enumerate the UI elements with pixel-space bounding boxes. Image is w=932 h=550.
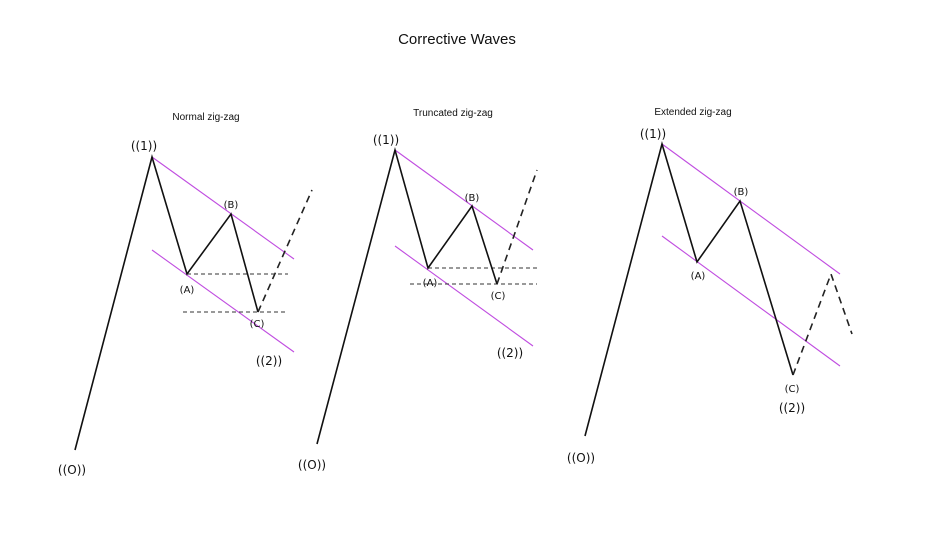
wave-2-label: ((2)) [779,401,805,415]
wave-c-label: (C) [491,291,506,302]
wave-b-label: (B) [465,193,480,204]
panel-normal-zigzag: Normal zig-zag ((O)) ((1)) (A) (B) (C) (… [58,112,313,477]
wave-path [584,141,794,437]
wave-1-label: ((1)) [373,133,399,147]
panel-extended-zigzag: Extended zig-zag ((O)) ((1)) (A) (B) (C)… [567,107,853,465]
wave-c-label: (C) [785,384,800,395]
wave-a-label: (A) [180,285,195,296]
wave-0-label: ((O)) [298,458,326,472]
upper-channel-line [661,143,841,275]
lower-channel-line [661,235,841,367]
projected-wave-path [257,189,313,313]
wave-a-label: (A) [691,271,706,282]
wave-path [74,154,259,451]
wave-2-label: ((2)) [497,346,523,360]
wave-path [316,146,498,445]
panel-subtitle: Extended zig-zag [654,107,731,118]
upper-channel-line [151,156,295,260]
wave-1-label: ((1)) [640,127,666,141]
wave-c-label: (C) [250,319,265,330]
wave-b-label: (B) [224,200,239,211]
diagram-title: Corrective Waves [398,31,516,48]
wave-0-label: ((O)) [567,451,595,465]
upper-channel-line [394,149,534,251]
wave-a-label: (A) [423,278,438,289]
wave-0-label: ((O)) [58,463,86,477]
panel-subtitle: Normal zig-zag [172,112,239,123]
wave-b-label: (B) [734,187,749,198]
lower-channel-line [394,245,534,347]
projected-wave-path [496,169,538,285]
projected-wave-path [792,271,853,376]
lower-channel-line [151,249,295,353]
wave-2-label: ((2)) [256,354,282,368]
panel-subtitle: Truncated zig-zag [413,108,493,119]
panel-truncated-zigzag: Truncated zig-zag ((O)) ((1)) (A) (B) (C… [298,108,538,472]
wave-1-label: ((1)) [131,139,157,153]
